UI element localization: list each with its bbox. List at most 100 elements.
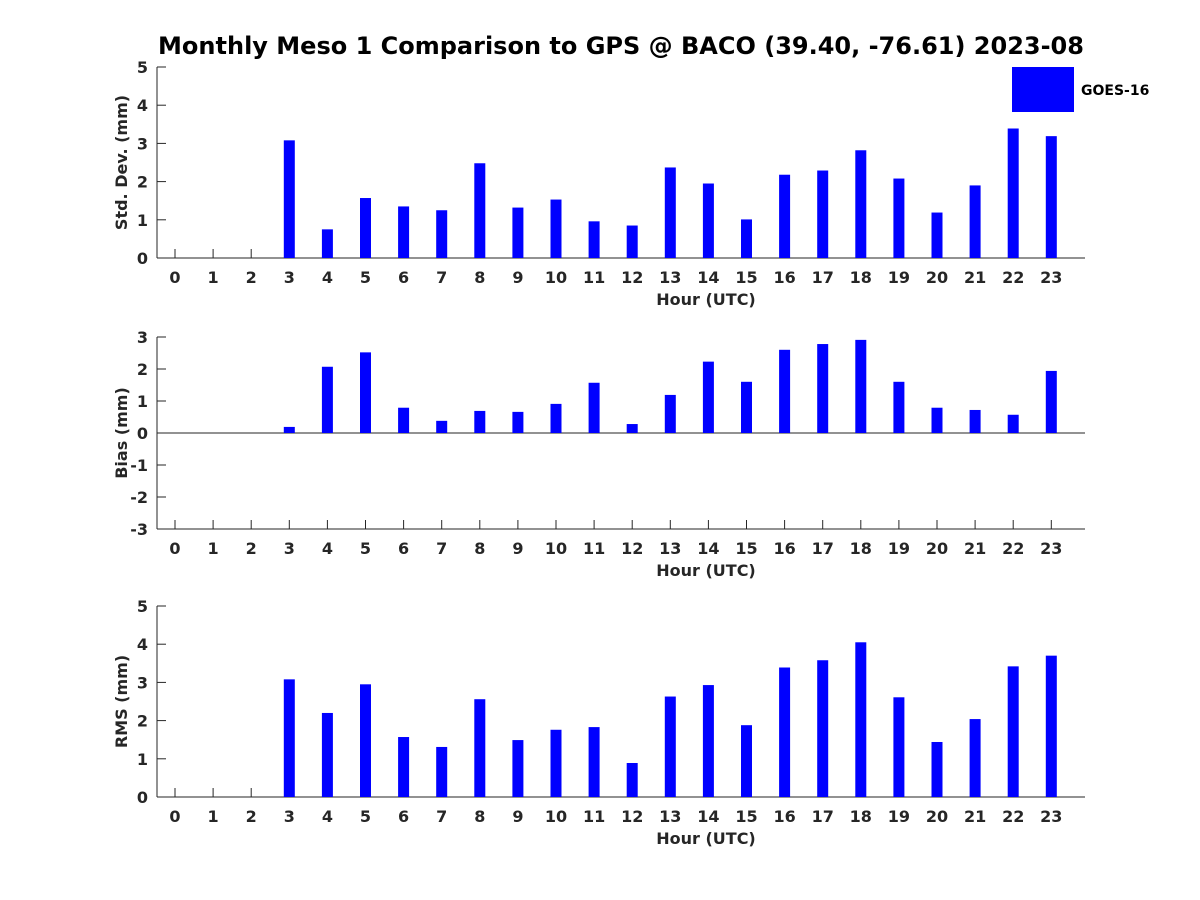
x-tick-label: 3 <box>284 539 295 558</box>
y-tick-label: 4 <box>137 96 148 115</box>
x-tick-label: 19 <box>888 268 910 287</box>
x-tick-label: 15 <box>735 539 757 558</box>
bar-hour-12 <box>626 763 638 797</box>
x-tick-label: 23 <box>1040 807 1062 826</box>
y-tick-label: -3 <box>130 520 148 539</box>
y-tick-label: 3 <box>137 328 148 347</box>
x-tick-label: 10 <box>545 539 567 558</box>
bar-hour-7 <box>436 420 448 433</box>
x-tick-label: 12 <box>621 539 643 558</box>
x-tick-label: 7 <box>436 539 447 558</box>
bar-hour-9 <box>512 411 524 433</box>
bar-hour-11 <box>588 727 600 797</box>
bar-hour-13 <box>664 696 676 797</box>
bar-hour-4 <box>321 366 333 433</box>
bar-hour-22 <box>1007 666 1019 797</box>
bar-hour-17 <box>817 170 829 258</box>
x-tick-label: 17 <box>812 807 834 826</box>
bar-hour-15 <box>741 725 752 797</box>
bar-hour-5 <box>360 352 371 433</box>
y-tick-label: 0 <box>137 249 148 268</box>
x-tick-label: 18 <box>850 807 872 826</box>
bar-hour-17 <box>817 344 829 433</box>
bar-hour-4 <box>321 712 333 797</box>
y-tick-label: 0 <box>137 424 148 443</box>
x-tick-label: 7 <box>436 268 447 287</box>
x-tick-label: 2 <box>246 268 257 287</box>
y-tick-label: 1 <box>137 211 148 230</box>
bar-hour-19 <box>893 178 905 258</box>
y-tick-label: 1 <box>137 392 148 411</box>
bar-hour-19 <box>893 697 905 797</box>
bar-hour-15 <box>741 381 752 433</box>
bar-hour-13 <box>664 394 676 433</box>
bar-hour-14 <box>702 361 714 433</box>
bar-hour-14 <box>702 183 714 258</box>
bar-hour-3 <box>283 140 295 258</box>
x-tick-label: 5 <box>360 268 371 287</box>
x-axis-label: Hour (UTC) <box>656 561 756 580</box>
x-tick-label: 21 <box>964 268 986 287</box>
bar-hour-19 <box>893 381 905 433</box>
y-tick-label: 2 <box>137 712 148 731</box>
bar-hour-6 <box>398 737 410 797</box>
x-tick-label: 16 <box>773 268 795 287</box>
bar-hour-8 <box>474 410 486 433</box>
x-tick-label: 22 <box>1002 807 1024 826</box>
x-tick-label: 20 <box>926 539 948 558</box>
x-tick-label: 0 <box>169 539 180 558</box>
x-tick-label: 10 <box>545 807 567 826</box>
x-tick-label: 5 <box>360 807 371 826</box>
bar-hour-18 <box>855 642 867 797</box>
x-tick-label: 15 <box>735 807 757 826</box>
y-axis-label: Std. Dev. (mm) <box>112 95 131 230</box>
x-tick-label: 18 <box>850 539 872 558</box>
x-tick-label: 22 <box>1002 268 1024 287</box>
bar-hour-18 <box>855 150 867 258</box>
x-tick-label: 12 <box>621 807 643 826</box>
bar-hour-6 <box>398 407 410 433</box>
y-tick-label: 3 <box>137 134 148 153</box>
y-tick-label: -2 <box>130 488 148 507</box>
bar-hour-9 <box>512 207 524 258</box>
x-tick-label: 23 <box>1040 268 1062 287</box>
x-tick-label: 17 <box>812 539 834 558</box>
x-tick-label: 6 <box>398 268 409 287</box>
x-tick-label: 12 <box>621 268 643 287</box>
y-tick-label: 5 <box>137 58 148 77</box>
x-tick-label: 16 <box>773 539 795 558</box>
bar-hour-5 <box>360 198 371 258</box>
bar-hour-23 <box>1045 655 1057 797</box>
bar-hour-9 <box>512 740 524 797</box>
bar-hour-10 <box>550 403 562 433</box>
x-tick-label: 16 <box>773 807 795 826</box>
x-tick-label: 0 <box>169 807 180 826</box>
x-tick-label: 11 <box>583 268 605 287</box>
x-tick-label: 7 <box>436 807 447 826</box>
x-tick-label: 13 <box>659 807 681 826</box>
x-tick-label: 3 <box>284 268 295 287</box>
bar-hour-10 <box>550 729 562 797</box>
bar-hour-20 <box>931 212 943 258</box>
y-tick-label: 3 <box>137 673 148 692</box>
bar-hour-15 <box>741 219 752 258</box>
x-tick-label: 18 <box>850 268 872 287</box>
bar-hour-16 <box>779 349 791 433</box>
bar-hour-16 <box>779 667 791 797</box>
x-tick-label: 20 <box>926 807 948 826</box>
bar-hour-12 <box>626 225 638 258</box>
bar-hour-12 <box>626 424 638 433</box>
figure-title: Monthly Meso 1 Comparison to GPS @ BACO … <box>158 32 1084 60</box>
y-tick-label: 4 <box>137 635 148 654</box>
bar-hour-3 <box>283 426 295 433</box>
y-tick-label: 0 <box>137 788 148 807</box>
x-tick-label: 6 <box>398 807 409 826</box>
legend-label: GOES-16 <box>1081 83 1149 99</box>
bar-hour-8 <box>474 699 486 797</box>
bar-hour-13 <box>664 167 676 258</box>
legend: GOES-16 <box>1012 67 1149 112</box>
y-tick-label: 1 <box>137 750 148 769</box>
x-tick-label: 14 <box>697 539 719 558</box>
bar-hour-22 <box>1007 414 1019 433</box>
